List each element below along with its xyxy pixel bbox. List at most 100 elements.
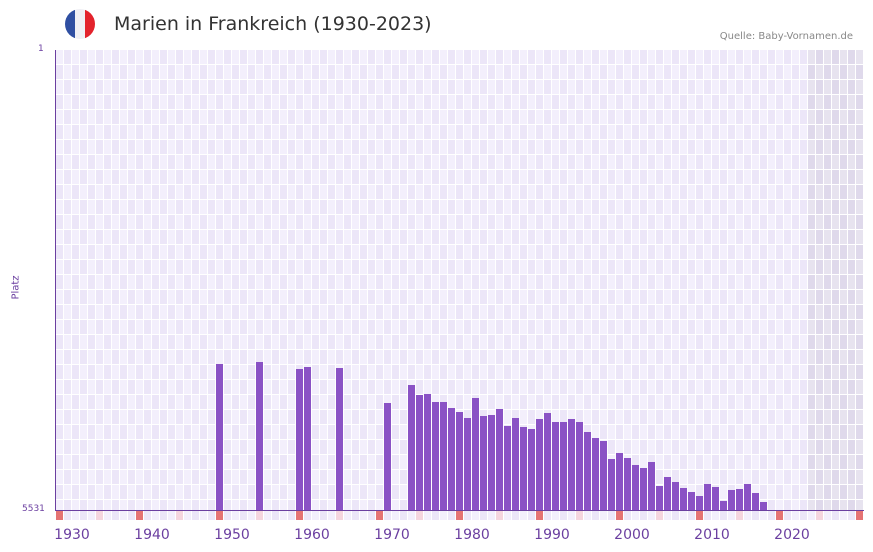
bar-1982[interactable] [472,397,479,510]
grid-cell [280,305,287,319]
bar-1995[interactable] [576,421,583,510]
bar-1996[interactable] [584,431,591,510]
bar-1961[interactable] [304,366,311,510]
bar-2008[interactable] [680,488,687,510]
bar-1998[interactable] [600,440,607,510]
grid-cell [608,215,615,229]
grid-cell [104,65,111,79]
bar-1978[interactable] [440,401,447,510]
grid-cell [96,125,103,139]
grid-cell [776,110,783,124]
bar-2002[interactable] [632,464,639,510]
grid-cell [424,110,431,124]
bar-1993[interactable] [560,421,567,510]
grid-cell [384,95,391,109]
grid-cell [304,200,311,214]
grid-cell [120,305,127,319]
bar-1990[interactable] [536,418,543,510]
bar-2009[interactable] [688,492,695,510]
bar-1991[interactable] [544,413,551,510]
bar-1994[interactable] [568,418,575,510]
grid-cell [240,485,247,499]
bar-1983[interactable] [480,415,487,510]
bar-1999[interactable] [608,459,615,510]
grid-cell [208,230,215,244]
bar-1992[interactable] [552,421,559,510]
bar-1989[interactable] [528,428,535,510]
bar-1986[interactable] [504,425,511,510]
grid-cell [600,365,607,379]
grid-cell [144,50,151,64]
bar-2004[interactable] [648,462,655,510]
bar-1979[interactable] [448,407,455,510]
grid-cell [136,215,143,229]
grid-cell [856,125,863,139]
grid-cell [312,290,319,304]
bar-1985[interactable] [496,408,503,510]
bar-1960[interactable] [296,368,303,510]
grid-cell [64,485,71,499]
grid-cell [760,395,767,409]
grid-cell [464,305,471,319]
grid-cell [640,395,647,409]
bar-1950[interactable] [216,363,223,510]
grid-cell [360,140,367,154]
bar-2010[interactable] [696,496,703,510]
grid-cell [216,200,223,214]
grid-cell [472,320,479,334]
bar-2013[interactable] [720,501,727,510]
bar-2007[interactable] [672,481,679,510]
grid-cell [368,380,375,394]
grid-cell [360,245,367,259]
bar-2000[interactable] [616,453,623,510]
bar-1977[interactable] [432,401,439,510]
bar-1975[interactable] [416,394,423,510]
bar-1976[interactable] [424,393,431,510]
bar-2016[interactable] [744,483,751,510]
grid-cell [304,125,311,139]
bar-2005[interactable] [656,485,663,510]
grid-cell [824,290,831,304]
grid-cell [800,335,807,349]
bar-1997[interactable] [592,437,599,510]
bar-1987[interactable] [512,417,519,510]
grid-cell [296,245,303,259]
bar-1955[interactable] [256,361,263,510]
grid-cell [816,290,823,304]
bar-2001[interactable] [624,458,631,510]
grid-cell [152,185,159,199]
bar-2012[interactable] [712,486,719,510]
bar-2003[interactable] [640,467,647,510]
grid-cell [72,95,79,109]
bar-2011[interactable] [704,483,711,510]
grid-cell [376,140,383,154]
grid-cell [720,425,727,439]
grid-cell [224,230,231,244]
grid-cell [96,350,103,364]
bar-1974[interactable] [408,384,415,510]
grid-cell [472,65,479,79]
grid-cell [368,455,375,469]
bar-1988[interactable] [520,426,527,510]
grid-cell [568,185,575,199]
bar-2006[interactable] [664,476,671,510]
grid-cell [712,470,719,484]
grid-cell [792,350,799,364]
grid-cell [56,125,63,139]
bar-1980[interactable] [456,411,463,510]
bar-2017[interactable] [752,493,759,510]
bar-2018[interactable] [760,502,767,510]
grid-cell [696,50,703,64]
grid-cell [640,380,647,394]
bar-1965[interactable] [336,367,343,510]
bar-1971[interactable] [384,403,391,510]
grid-cell [752,275,759,289]
grid-cell [216,260,223,274]
bar-1981[interactable] [464,417,471,510]
grid-cell [312,395,319,409]
bar-1984[interactable] [488,414,495,510]
grid-cell [680,230,687,244]
bar-2015[interactable] [736,489,743,510]
grid-cell [224,365,231,379]
bar-2014[interactable] [728,490,735,510]
